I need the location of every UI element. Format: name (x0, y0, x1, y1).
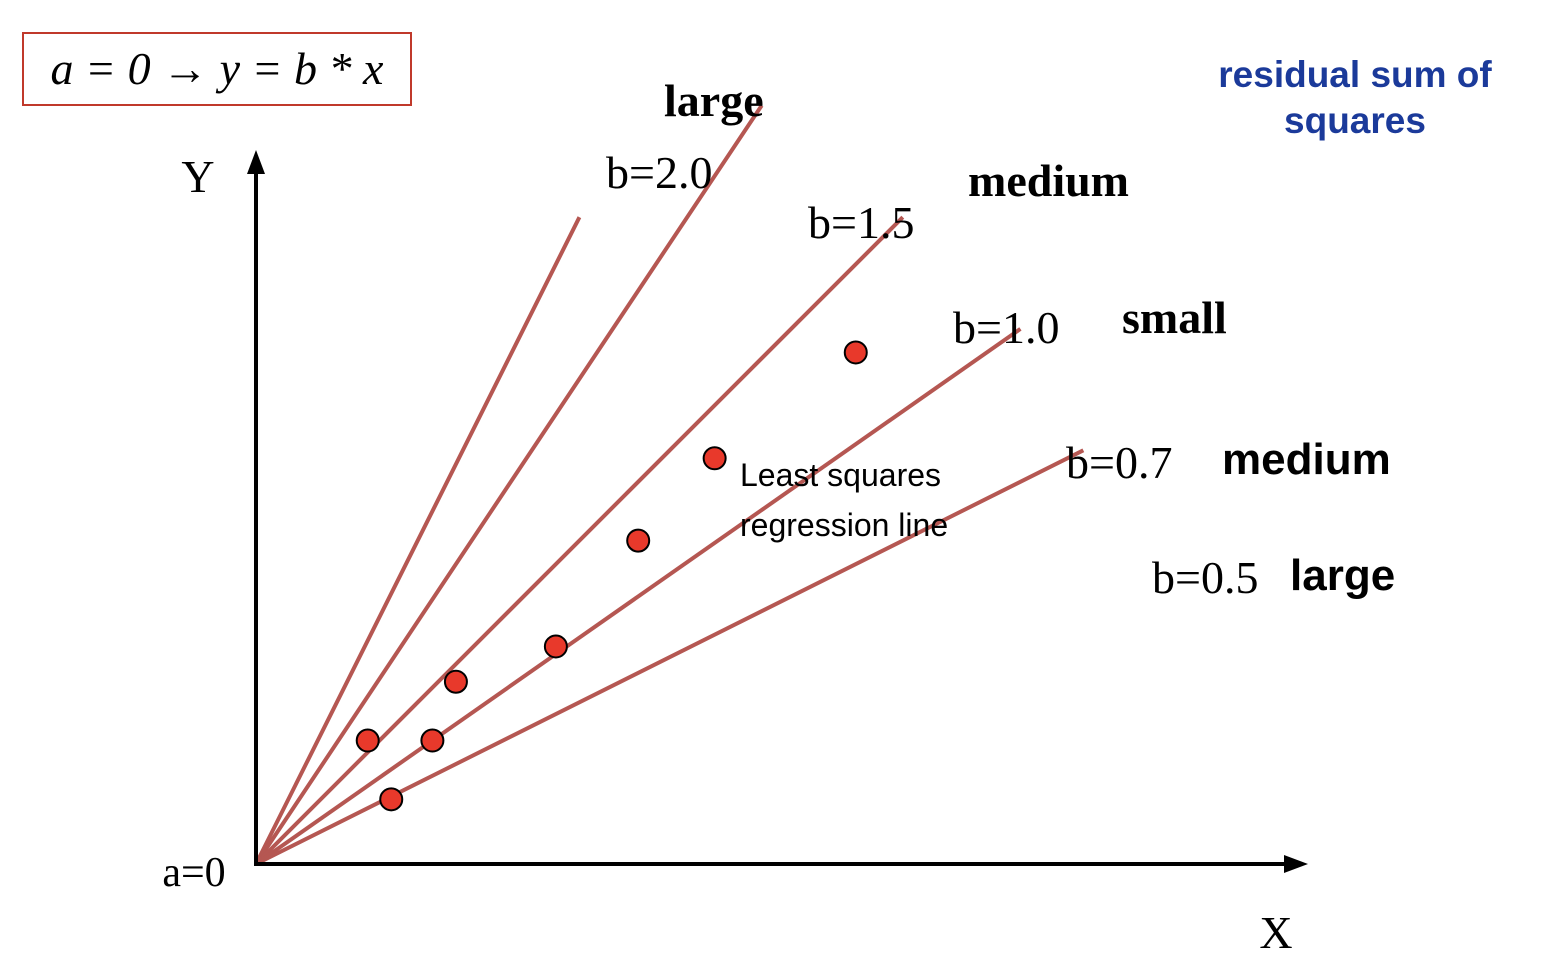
x-axis-arrow-icon (1284, 855, 1308, 873)
data-point (843, 340, 868, 365)
regression-lines (254, 104, 1085, 866)
y-axis (247, 150, 265, 864)
rss-level-label: small (1122, 292, 1227, 343)
slope-label: b=0.7 (1066, 437, 1172, 488)
data-point (420, 728, 445, 753)
line-labels: b=2.0 large b=1.5 medium b=1.0 small b=0.7 medi… (606, 75, 1395, 603)
regression-line-b-2 (254, 216, 582, 865)
regression-line-b-1 (254, 215, 905, 866)
rss-level-label: medium (968, 155, 1129, 206)
slope-label: b=2.0 (606, 147, 712, 198)
rss-level-label: large (1290, 551, 1395, 600)
slope-label: b=0.5 (1152, 552, 1258, 603)
x-axis-label: X (1259, 907, 1292, 958)
slope-label: b=1.5 (808, 197, 914, 248)
annotation-line1: Least squares (740, 457, 941, 493)
regression-line-b-1-5 (254, 104, 764, 866)
data-point (355, 728, 380, 753)
formula-box: a = 0 → y = b * x (22, 32, 412, 106)
data-point (379, 787, 404, 812)
data-point (702, 446, 727, 471)
x-axis (254, 855, 1308, 873)
data-point (443, 669, 468, 694)
rss-level-label: medium (1222, 435, 1391, 484)
data-point (626, 528, 651, 553)
rss-level-label: large (664, 75, 764, 126)
regression-line-b-0-7 (254, 327, 1022, 866)
annotation-line2: regression line (740, 507, 948, 543)
y-axis-label: Y (181, 151, 214, 202)
y-axis-arrow-icon (247, 150, 265, 174)
origin-label: a=0 (162, 850, 225, 896)
data-point (543, 634, 568, 659)
data-points (355, 340, 868, 812)
slope-label: b=1.0 (953, 302, 1059, 353)
formula-text: a = 0 → y = b * x (50, 43, 384, 94)
rss-title: residual sum of squares (1218, 54, 1492, 141)
